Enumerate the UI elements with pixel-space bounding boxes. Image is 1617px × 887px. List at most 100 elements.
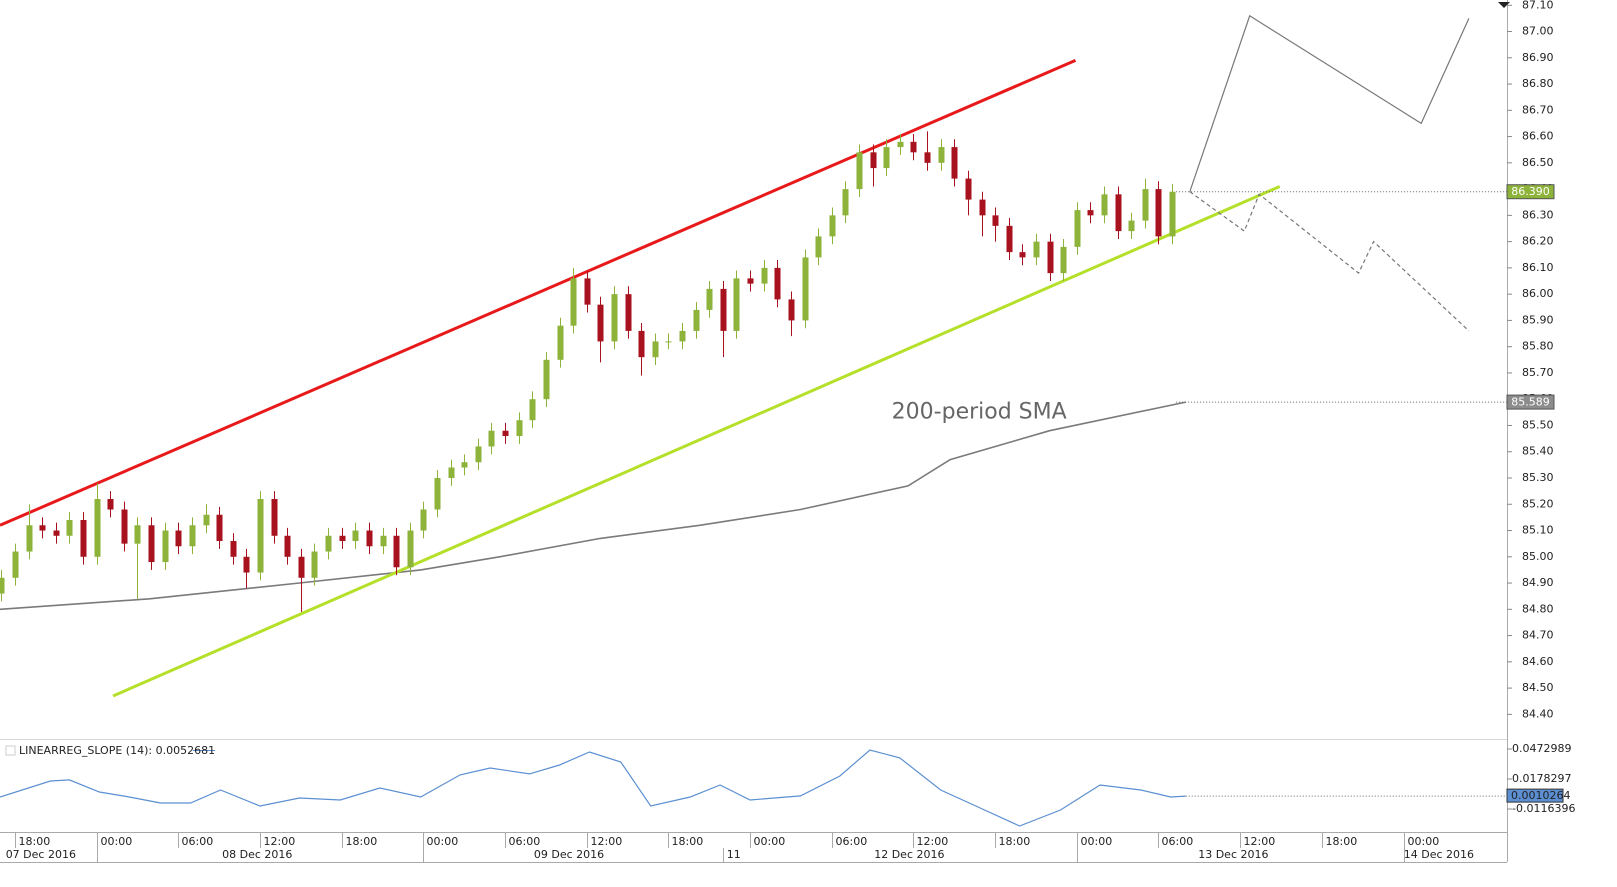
candle-body <box>311 551 318 578</box>
candle-body <box>66 520 73 536</box>
candle-body <box>979 199 986 216</box>
line <box>0 59 1077 527</box>
candle-body <box>298 556 305 578</box>
candle-body <box>693 309 700 331</box>
x-tick-label: 00:00 <box>101 835 133 848</box>
candle-body <box>584 278 591 305</box>
x-tick-label: 00:00 <box>1408 835 1440 848</box>
candle-body <box>992 215 999 226</box>
price-tag <box>1506 184 1555 200</box>
x-tick-label: 18:00 <box>19 835 51 848</box>
candle-body <box>461 462 468 468</box>
line <box>112 185 1281 698</box>
x-tick-label: 12:00 <box>917 835 949 848</box>
candle-body <box>230 541 237 557</box>
candle-body <box>761 267 768 284</box>
candle-body <box>611 294 618 342</box>
candle-body <box>597 304 604 342</box>
candle-body <box>257 499 264 573</box>
candle-body <box>720 288 727 331</box>
date-label: 11 <box>727 848 741 861</box>
candle-body <box>162 530 169 563</box>
indicator-line <box>0 749 1186 827</box>
candle-body <box>516 420 523 436</box>
candle-body <box>829 215 836 237</box>
candle-body <box>475 446 482 463</box>
candle-body <box>107 499 114 510</box>
candle-body <box>1128 220 1135 232</box>
annotation: 200-period SMA <box>892 399 1067 424</box>
y-tick-label: 86.50 <box>1522 156 1554 169</box>
candle-body <box>12 551 19 578</box>
y-tick-label: 86.10 <box>1522 261 1554 274</box>
candle-body <box>175 530 182 547</box>
price-tag-label: 85.589 <box>1511 396 1550 409</box>
candle-body <box>189 525 196 547</box>
candle-body <box>148 525 155 563</box>
candle-body <box>352 530 359 542</box>
candle-body <box>1101 194 1108 216</box>
indicator-legend: LINEARREG_SLOPE (14): 0.0052681 <box>19 744 215 757</box>
candle-body <box>1169 191 1176 237</box>
y-tick-label: 85.00 <box>1522 550 1554 563</box>
y-tick-label: 87.00 <box>1522 25 1554 38</box>
x-tick-label: 06:00 <box>182 835 214 848</box>
candle-body <box>870 152 877 169</box>
candle-body <box>407 530 414 568</box>
y-tick-label: 86.90 <box>1522 51 1554 64</box>
candle-body <box>897 141 904 148</box>
x-tick-label: 00:00 <box>1081 835 1113 848</box>
date-label: 13 Dec 2016 <box>1198 848 1268 861</box>
last-value-label: 0.0010264 <box>1511 789 1571 802</box>
scroll-marker[interactable] <box>1498 2 1510 8</box>
x-tick-label: 00:00 <box>427 835 459 848</box>
y-tick-label: 0.0472989 <box>1512 742 1572 755</box>
candle-body <box>216 514 223 542</box>
candle-body <box>625 294 632 331</box>
candle-body <box>0 577 5 594</box>
candle-body <box>557 325 564 360</box>
candle-body <box>652 341 659 358</box>
candle-body <box>1142 189 1149 221</box>
candle-body <box>529 399 536 421</box>
candle-body <box>665 341 672 343</box>
y-tick-label: 85.20 <box>1522 497 1554 510</box>
y-tick-label: 85.80 <box>1522 340 1554 353</box>
y-tick-label: 84.70 <box>1522 629 1554 642</box>
candle-body <box>1060 246 1067 274</box>
candle-body <box>802 257 809 321</box>
indicator-checkbox[interactable] <box>5 745 16 756</box>
y-tick-label: 87.10 <box>1522 0 1554 11</box>
candle-body <box>1115 194 1122 232</box>
date-label: 09 Dec 2016 <box>534 848 604 861</box>
y-tick-label: 84.90 <box>1522 576 1554 589</box>
candle-body <box>883 147 890 169</box>
x-tick-label: 18:00 <box>672 835 704 848</box>
y-tick-label: 85.30 <box>1522 471 1554 484</box>
y-tick-label: 85.10 <box>1522 524 1554 537</box>
candle-body <box>420 509 427 531</box>
candle-body <box>80 520 87 557</box>
candle-body <box>284 535 291 557</box>
y-tick-label: 84.40 <box>1522 707 1554 720</box>
last-value-tag <box>1506 788 1564 803</box>
candle-body <box>121 509 128 544</box>
candle-body <box>965 178 972 200</box>
candle-body <box>856 152 863 190</box>
date-label: 12 Dec 2016 <box>874 848 944 861</box>
candle-body <box>243 556 250 573</box>
candle-body <box>842 189 849 216</box>
candle-body <box>543 359 550 400</box>
x-tick-label: 12:00 <box>264 835 296 848</box>
price-tag <box>1506 394 1555 410</box>
y-tick-label: 84.80 <box>1522 602 1554 615</box>
candle-body <box>94 499 101 557</box>
candle-body <box>434 477 441 510</box>
candle-body <box>747 278 754 284</box>
y-tick-label: 86.70 <box>1522 103 1554 116</box>
y-tick-label: 85.70 <box>1522 366 1554 379</box>
y-tick-label: 84.50 <box>1522 681 1554 694</box>
candle-body <box>1074 210 1081 247</box>
